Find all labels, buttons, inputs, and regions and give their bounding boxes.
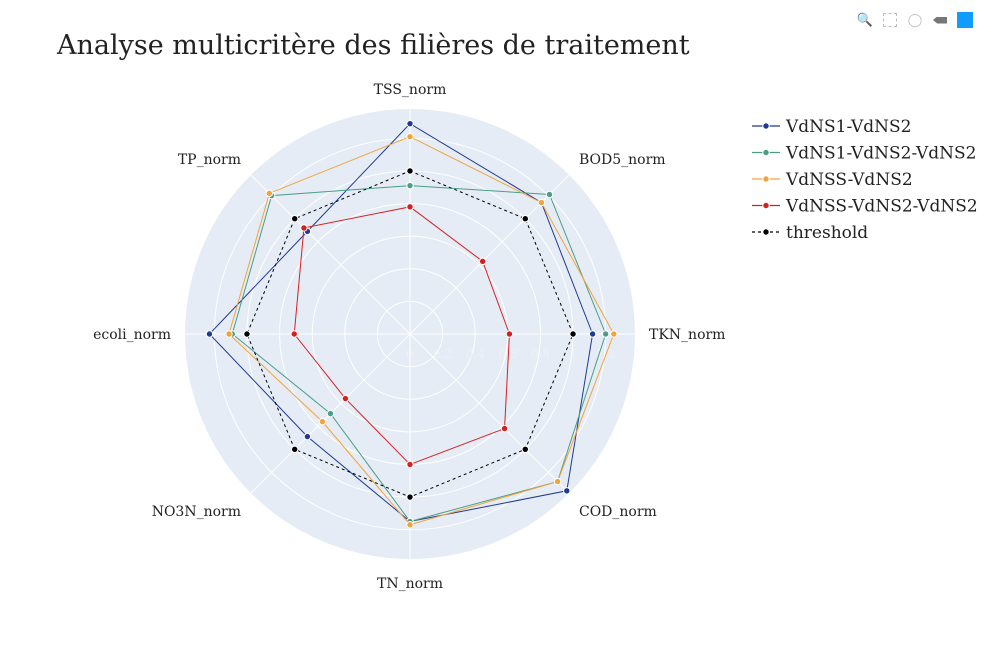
radial-tick-label: 0.6 <box>498 347 517 361</box>
radial-tick-label: 0 <box>406 347 414 361</box>
data-point <box>318 417 327 426</box>
angular-tick-label: NO3N_norm <box>152 504 241 520</box>
data-point <box>610 330 618 338</box>
angular-tick-label: ecoli_norm <box>93 327 171 343</box>
box-select-icon[interactable] <box>882 12 898 28</box>
angular-gridline <box>250 174 411 335</box>
data-point <box>291 445 299 453</box>
angular-gridline <box>409 333 570 494</box>
data-point <box>406 119 414 128</box>
radial-tick-label: 0.4 <box>466 347 485 361</box>
data-point <box>326 409 335 418</box>
legend-marker <box>762 122 770 130</box>
data-point <box>205 330 214 338</box>
legend-item-label[interactable]: threshold <box>786 223 868 243</box>
angular-tick-label: TP_norm <box>178 152 241 168</box>
modebar: 🔍 ◯ <box>857 12 973 28</box>
radial-tick-label: 0.8 <box>531 347 550 361</box>
data-point <box>521 215 529 223</box>
data-point <box>300 224 308 232</box>
data-point <box>243 330 251 338</box>
data-point <box>303 432 312 441</box>
data-point <box>406 167 414 175</box>
data-point <box>545 190 554 199</box>
data-point <box>406 133 414 141</box>
data-point <box>505 330 514 338</box>
data-point <box>588 330 597 338</box>
data-point <box>569 330 577 338</box>
angular-tick-label: COD_norm <box>579 504 657 520</box>
angular-tick-label: TSS_norm <box>374 82 447 98</box>
legend-marker <box>762 201 770 210</box>
data-point <box>406 203 414 211</box>
angular-tick-label: TKN_norm <box>649 327 725 343</box>
data-point <box>406 493 414 501</box>
data-point <box>265 189 274 198</box>
pan-icon[interactable] <box>932 12 948 28</box>
chart-title: Analyse multicritère des filières de tra… <box>57 30 690 61</box>
data-point <box>406 460 414 469</box>
legend-marker <box>762 148 770 157</box>
data-point <box>225 330 233 338</box>
data-point <box>601 330 610 338</box>
legend-marker <box>762 175 770 183</box>
data-point <box>341 394 350 403</box>
data-point <box>500 424 509 433</box>
lasso-select-icon[interactable]: ◯ <box>907 12 923 28</box>
zoom-icon[interactable]: 🔍 <box>856 12 874 28</box>
radial-tick-label: 1 <box>569 347 577 361</box>
plotly-logo-icon[interactable] <box>957 12 973 28</box>
data-point <box>291 215 299 223</box>
data-point <box>478 257 487 266</box>
legend-item-label[interactable]: VdNSS-VdNS2 <box>785 170 913 190</box>
legend-item-label[interactable]: VdNSS-VdNS2-VdNS2 <box>785 197 978 217</box>
data-point <box>406 181 414 190</box>
data-point <box>563 487 571 495</box>
legend-item-label[interactable]: VdNS1-VdNS2 <box>785 117 912 137</box>
data-point <box>290 330 298 338</box>
legend-item-label[interactable]: VdNS1-VdNS2-VdNS2 <box>785 144 977 164</box>
radial-tick-label: 0.2 <box>433 347 452 361</box>
angular-tick-label: BOD5_norm <box>579 152 666 168</box>
data-point <box>521 445 529 453</box>
data-point <box>553 477 562 486</box>
legend-marker <box>762 228 770 236</box>
angular-tick-label: TN_norm <box>377 576 443 592</box>
data-point <box>537 198 546 207</box>
data-point <box>406 521 414 529</box>
